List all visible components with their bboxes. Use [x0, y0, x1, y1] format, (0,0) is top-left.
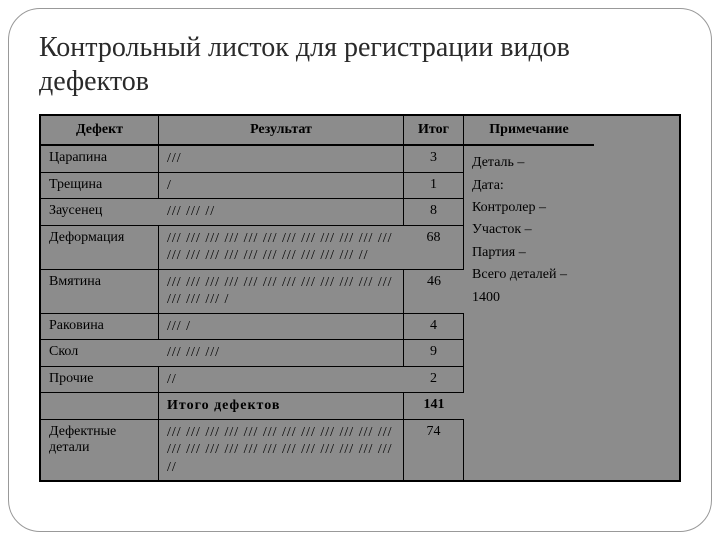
- table-cell-name: Царапина: [41, 146, 159, 173]
- table-cell-total: 4: [404, 314, 464, 341]
- table-cell-name: Прочие: [41, 367, 159, 394]
- summary-total: 141: [404, 393, 464, 420]
- table-cell-total: 2: [404, 367, 464, 394]
- table-cell-total: 9: [404, 340, 464, 367]
- defect-row-name: Дефектные детали: [41, 420, 159, 481]
- note-line: Контролер –: [472, 197, 586, 219]
- defect-table: Дефект Результат Итог Примечание Царапин…: [39, 114, 681, 482]
- notes-column: Деталь – Дата: Контролер – Участок – Пар…: [464, 146, 594, 480]
- note-line: Деталь –: [472, 152, 586, 174]
- slide-frame: Контрольный листок для регистрации видов…: [8, 8, 712, 532]
- table-cell-name: Вмятина: [41, 270, 159, 314]
- table-cell-result: /// /// /// /// /// /// /// /// /// /// …: [159, 226, 404, 270]
- note-line: Всего деталей – 1400: [472, 264, 586, 309]
- table-cell-total: 46: [404, 270, 464, 314]
- table-cell-result: /// /// ///: [159, 340, 404, 367]
- table-cell-result: //: [159, 367, 404, 394]
- table-cell-total: 8: [404, 199, 464, 226]
- table-cell-total: 3: [404, 146, 464, 173]
- table-cell-result: /// /// /// /// /// /// /// /// /// /// …: [159, 270, 404, 314]
- table-cell-total: 68: [404, 226, 464, 270]
- col-header-defect: Дефект: [41, 116, 159, 146]
- page-title: Контрольный листок для регистрации видов…: [39, 31, 681, 98]
- table-cell-result: /: [159, 173, 404, 200]
- table-cell-total: 1: [404, 173, 464, 200]
- table-cell-result: /// /: [159, 314, 404, 341]
- col-header-result: Результат: [159, 116, 404, 146]
- col-header-notes: Примечание: [464, 116, 594, 146]
- table-cell-name: Скол: [41, 340, 159, 367]
- table-cell-result: ///: [159, 146, 404, 173]
- note-line: Участок –: [472, 219, 586, 241]
- col-header-total: Итог: [404, 116, 464, 146]
- table-cell-name: Раковина: [41, 314, 159, 341]
- table-cell-name: Трещина: [41, 173, 159, 200]
- defect-row-result: /// /// /// /// /// /// /// /// /// /// …: [159, 420, 404, 481]
- table-cell-name: Деформация: [41, 226, 159, 270]
- table-cell-result: /// /// //: [159, 199, 404, 226]
- defect-row-total: 74: [404, 420, 464, 481]
- table-cell-name: Заусенец: [41, 199, 159, 226]
- summary-name: [41, 393, 159, 420]
- note-line: Дата:: [472, 175, 586, 197]
- summary-label: Итого дефектов: [159, 393, 404, 420]
- note-line: Партия –: [472, 242, 586, 264]
